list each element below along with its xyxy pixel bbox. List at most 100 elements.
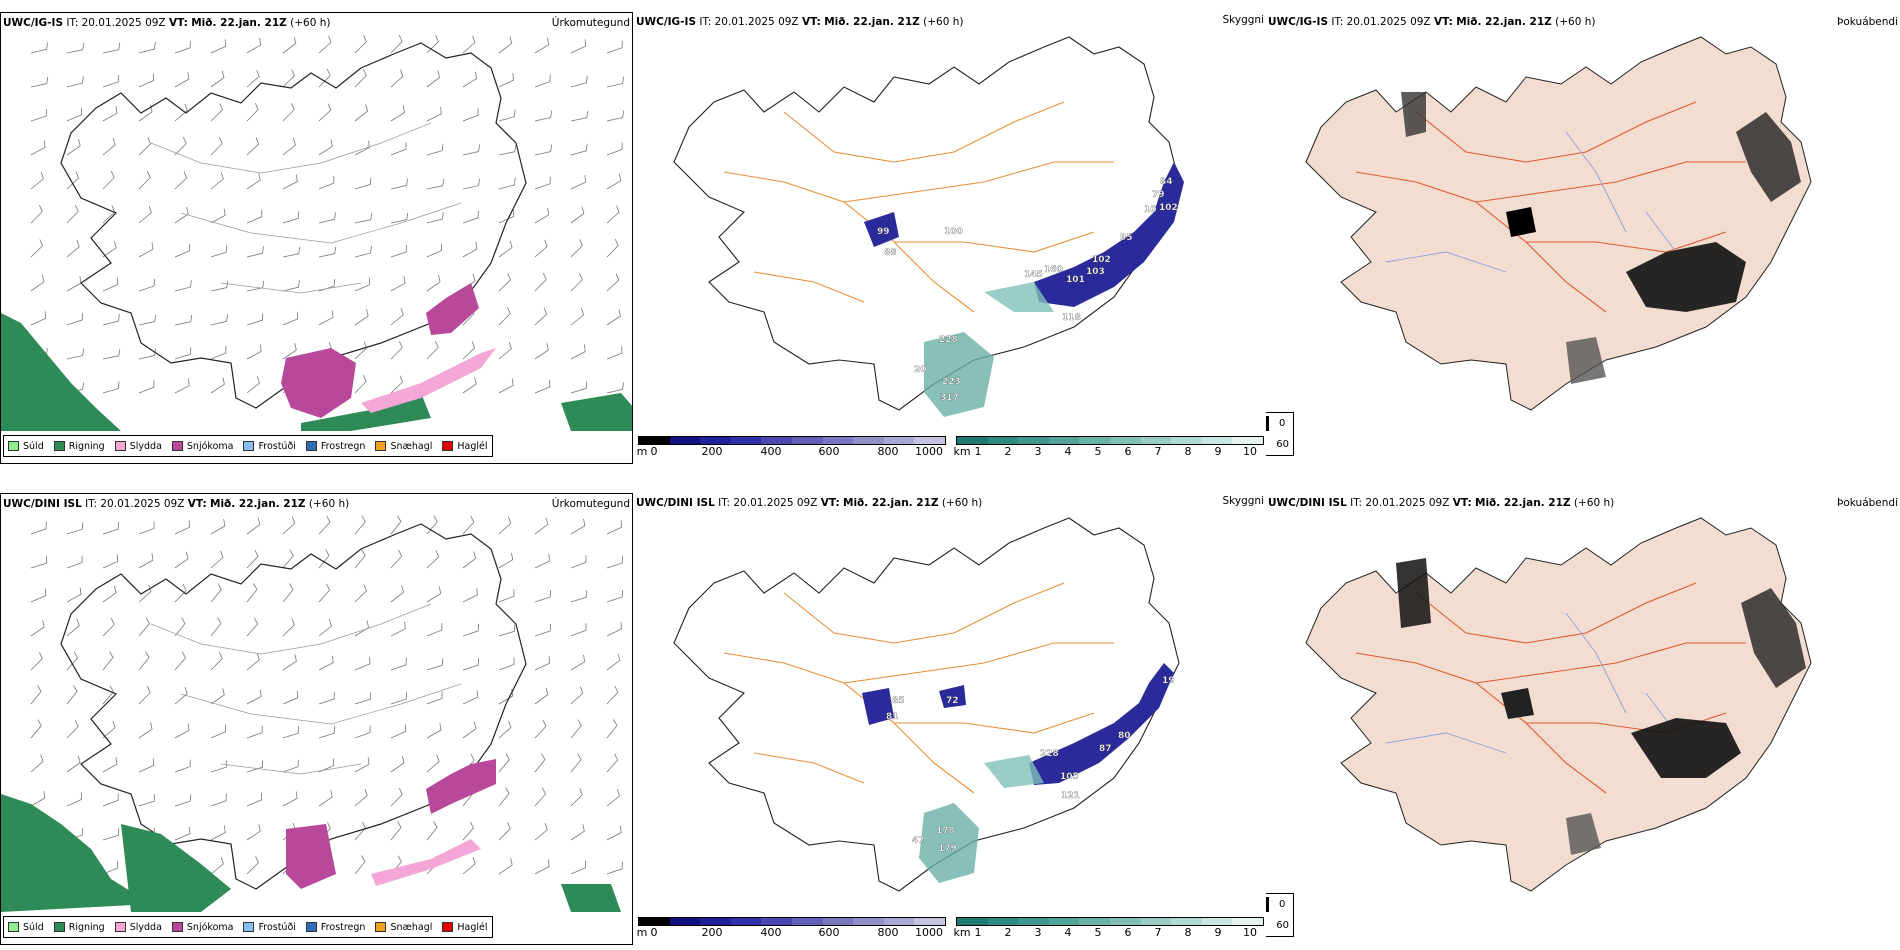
wind-barb — [606, 110, 625, 122]
wind-barb — [426, 211, 444, 224]
swatch — [243, 441, 255, 451]
legend-item: Haglél — [442, 441, 488, 452]
wind-barb — [246, 246, 264, 258]
wind-barb — [30, 274, 45, 292]
wind-barb — [498, 787, 510, 807]
precip-panel-top: UWC/IG-IS IT: 20.01.2025 09Z VT: Mið. 22… — [0, 12, 633, 464]
wind-barb — [354, 757, 370, 773]
wind-barb — [534, 74, 551, 88]
wind-barb — [534, 823, 548, 841]
wind-barb — [498, 624, 516, 637]
wind-barb — [318, 583, 331, 603]
wind-barb — [390, 375, 404, 394]
wind-barb — [282, 36, 297, 54]
vis-value: 179 — [938, 844, 957, 854]
swatch — [442, 922, 454, 932]
wind-barb — [354, 277, 371, 292]
colorbar-tick: 2 — [1004, 445, 1012, 458]
wind-barb — [606, 556, 623, 569]
vis-value: 20 — [914, 365, 927, 375]
snow-area — [426, 759, 496, 814]
wind-barb — [570, 308, 584, 326]
wind-barb — [318, 310, 334, 326]
wind-barb — [426, 106, 442, 122]
wind-barb — [354, 140, 370, 156]
wind-barb — [246, 856, 259, 875]
fog-panel-bottom: UWC/DINI ISL IT: 20.01.2025 09Z VT: Mið.… — [1266, 493, 1900, 945]
wind-barb — [30, 791, 46, 807]
wind-barb — [138, 137, 151, 156]
wind-barb — [390, 307, 404, 326]
wind-barb — [570, 860, 587, 875]
wind-barb — [138, 722, 153, 739]
fog-legend: 0 60 — [1266, 893, 1294, 937]
wind-barb — [246, 103, 259, 122]
wind-barb — [462, 144, 480, 156]
wind-barb — [606, 382, 624, 394]
colorbar-tick: 4 — [1064, 445, 1072, 458]
wind-barb — [210, 825, 226, 841]
wind-barb — [30, 556, 48, 569]
wind-barb — [570, 518, 586, 535]
wind-barb — [606, 753, 619, 773]
wind-barb — [498, 209, 515, 224]
precip-map — [1, 515, 623, 912]
colorbar-tick: 1 — [974, 445, 982, 458]
colorbar-unit: m — [636, 445, 648, 458]
panel-type-label: Þokuábendi — [1837, 16, 1898, 28]
wind-barb — [606, 789, 620, 807]
wind-barb — [354, 855, 366, 875]
visibility-colorbar: km 1 2 3 4 5 6 7 8 9 10 — [953, 436, 1264, 459]
precip-panel-bottom: UWC/DINI ISL IT: 20.01.2025 09Z VT: Mið.… — [0, 493, 633, 945]
wind-barb — [318, 726, 336, 739]
wind-barb — [534, 239, 548, 258]
wind-barb — [534, 343, 549, 360]
wind-barb — [462, 108, 479, 122]
vis-value: 102 — [1159, 203, 1178, 213]
vis-value: 81 — [886, 712, 899, 722]
vis-value: 228 — [939, 335, 958, 345]
wind-barb — [246, 280, 265, 292]
ceiling-colorbar: m 0 200 400 600 800 1000 — [636, 436, 946, 459]
wind-barb — [282, 583, 294, 603]
wind-barb — [138, 686, 151, 705]
wind-barb — [534, 687, 549, 705]
wind-barb — [390, 276, 406, 292]
wind-barb — [390, 549, 403, 569]
legend-item: Rigning — [53, 441, 105, 452]
wind-barb — [318, 35, 332, 54]
legend-item: Snæhagl — [375, 922, 432, 933]
wind-barb — [210, 688, 225, 705]
colorbar-tick: 6 — [1124, 445, 1132, 458]
colorbar-tick: 5 — [1094, 445, 1102, 458]
wind-barb — [102, 618, 115, 637]
fog-area — [1631, 718, 1741, 778]
vis-value-labels: 99 88 100 102 101 103 95 84 79 10 102 16… — [877, 177, 1178, 403]
wind-barb — [66, 239, 80, 258]
wind-barb — [282, 174, 298, 190]
ceiling-colorbar: m 0 200 400 600 800 1000 — [637, 917, 946, 940]
visibility-colorbar: km 1 2 3 4 5 6 7 8 9 10 — [953, 917, 1264, 940]
wind-barb — [318, 691, 335, 705]
wind-barb — [534, 554, 550, 569]
wind-barb — [66, 651, 78, 671]
wind-barb — [606, 40, 623, 54]
wind-barb — [30, 652, 43, 671]
wind-barb — [282, 280, 300, 292]
wind-barb — [66, 205, 79, 224]
wind-barb — [282, 726, 300, 739]
wind-barb — [66, 522, 84, 535]
fog-area — [1736, 112, 1801, 202]
wind-barbs — [30, 515, 623, 875]
wind-barb — [570, 753, 582, 773]
ceiling-area — [1029, 663, 1174, 785]
vis-value: 87 — [1099, 744, 1112, 754]
wind-barb — [318, 176, 335, 190]
rain-area — [1, 313, 121, 431]
vis-value: 95 — [1120, 233, 1133, 243]
fog-area — [1501, 688, 1534, 719]
wind-barb — [210, 583, 222, 603]
wind-barb — [606, 142, 623, 156]
wind-barb — [606, 861, 623, 875]
wind-barb — [102, 585, 117, 603]
